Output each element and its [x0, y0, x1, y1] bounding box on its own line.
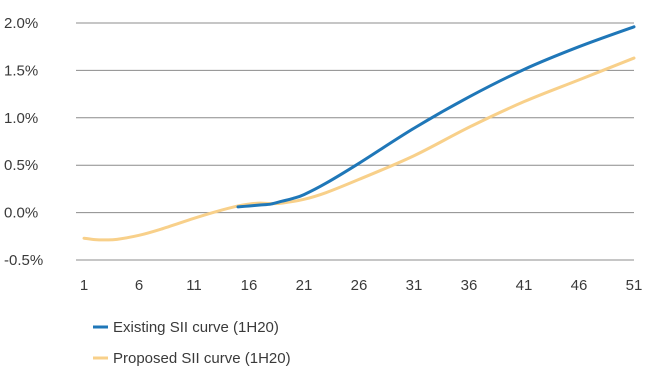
x-tick-label: 51	[626, 277, 643, 294]
y-tick-label: -0.5%	[4, 252, 43, 269]
legend: Existing SII curve (1H20) Proposed SII cu…	[93, 319, 291, 367]
existing-sii-curve-line	[236, 25, 636, 209]
y-tick-label: 0.5%	[4, 157, 38, 174]
y-tick-label: 1.0%	[4, 110, 38, 127]
x-tick-label: 6	[135, 277, 143, 294]
proposed-sii-curve-line	[82, 56, 636, 242]
x-tick-label: 1	[80, 277, 88, 294]
y-tick-label: 0.0%	[4, 205, 38, 222]
x-tick-label: 16	[241, 277, 258, 294]
legend-label: Existing SII curve (1H20)	[113, 319, 279, 336]
x-tick-label: 46	[571, 277, 588, 294]
y-tick-label: 1.5%	[4, 62, 38, 79]
y-axis-ticks: 2.0% 1.5% 1.0% 0.5% 0.0% -0.5%	[4, 15, 43, 269]
gridlines	[76, 22, 634, 261]
series-lines	[82, 25, 636, 242]
x-tick-label: 41	[516, 277, 533, 294]
legend-label: Proposed SII curve (1H20)	[113, 350, 291, 367]
x-tick-label: 31	[406, 277, 423, 294]
x-tick-label: 11	[186, 277, 202, 294]
x-tick-label: 36	[461, 277, 478, 294]
x-axis-ticks: 1 6 11 16 21 26 31 36 41 46 51	[80, 277, 643, 294]
x-tick-label: 21	[296, 277, 313, 294]
y-tick-label: 2.0%	[4, 15, 38, 32]
x-tick-label: 26	[351, 277, 368, 294]
